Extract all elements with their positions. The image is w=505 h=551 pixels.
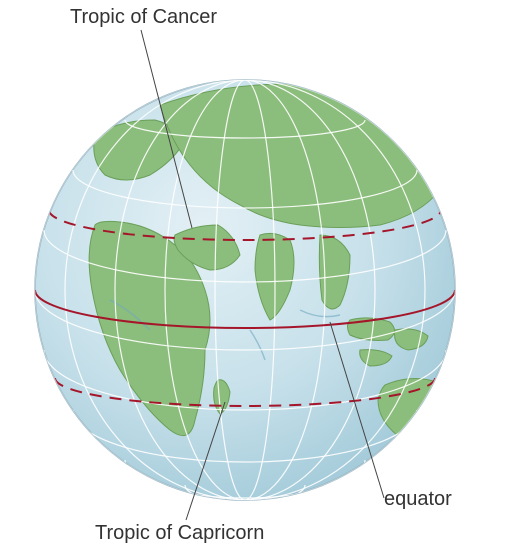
globe-diagram bbox=[0, 0, 505, 551]
globe-svg bbox=[0, 0, 505, 546]
label-tropic-of-cancer: Tropic of Cancer bbox=[70, 6, 217, 29]
label-equator: equator bbox=[384, 488, 452, 511]
label-tropic-of-capricorn: Tropic of Capricorn bbox=[95, 522, 264, 545]
